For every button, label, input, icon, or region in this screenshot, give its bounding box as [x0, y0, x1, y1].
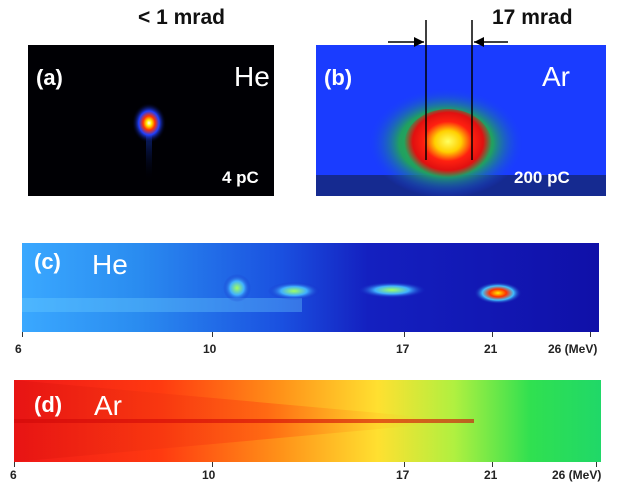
panel-c-tick-label: 21	[484, 342, 498, 356]
panel-d-tick-label: 6	[10, 468, 17, 482]
panel-c-tick-mark	[590, 332, 591, 337]
panel-a-label: (a)	[36, 65, 63, 90]
panel-d-gas: Ar	[94, 390, 122, 421]
panel-c-tick-mark	[492, 332, 493, 337]
panel-b-charge: 200 pC	[514, 168, 570, 187]
panel-c-tick-mark	[404, 332, 405, 337]
panel-c-spectrum: (c) He	[22, 243, 599, 332]
panel-b-gas: Ar	[542, 61, 570, 92]
panel-c-tick-mark	[212, 332, 213, 337]
panel-c-spectrum-image	[22, 243, 599, 332]
panel-c-tick-label: 6	[15, 342, 22, 356]
panel-c-gas: He	[92, 249, 128, 280]
panel-d-spectrum: (d) Ar	[14, 380, 601, 462]
divergence-indicator	[388, 20, 508, 160]
panel-d-tick-mark	[212, 462, 213, 467]
panel-a-image: (a) He 4 pC	[28, 45, 274, 196]
panel-d-tick-mark	[492, 462, 493, 467]
panel-d-spectrum-image	[14, 380, 601, 462]
panel-b-label: (b)	[324, 65, 353, 90]
panel-c-tick-label: 26 (MeV)	[548, 342, 598, 356]
panel-c-tick-label: 17	[396, 342, 410, 356]
panel-d-tick-label: 26 (MeV)	[552, 468, 602, 482]
divergence-label-he: < 1 mrad	[138, 6, 225, 29]
panel-d-tick-label: 17	[396, 468, 410, 482]
panel-c-tick-label: 10	[203, 342, 217, 356]
divergence-label-ar: 17 mrad	[492, 6, 573, 29]
panel-d-tick-label: 21	[484, 468, 498, 482]
panel-d-tick-mark	[14, 462, 15, 467]
panel-d-tick-label: 10	[202, 468, 216, 482]
panel-d-tick-mark	[404, 462, 405, 467]
panel-c-label: (c)	[34, 249, 61, 274]
panel-a-gas: He	[234, 61, 270, 92]
panel-a-spot-image	[28, 45, 274, 196]
panel-d-tick-mark	[596, 462, 597, 467]
panel-a-charge: 4 pC	[222, 168, 259, 187]
panel-c-tick-mark	[22, 332, 23, 337]
panel-d-label: (d)	[34, 392, 63, 417]
